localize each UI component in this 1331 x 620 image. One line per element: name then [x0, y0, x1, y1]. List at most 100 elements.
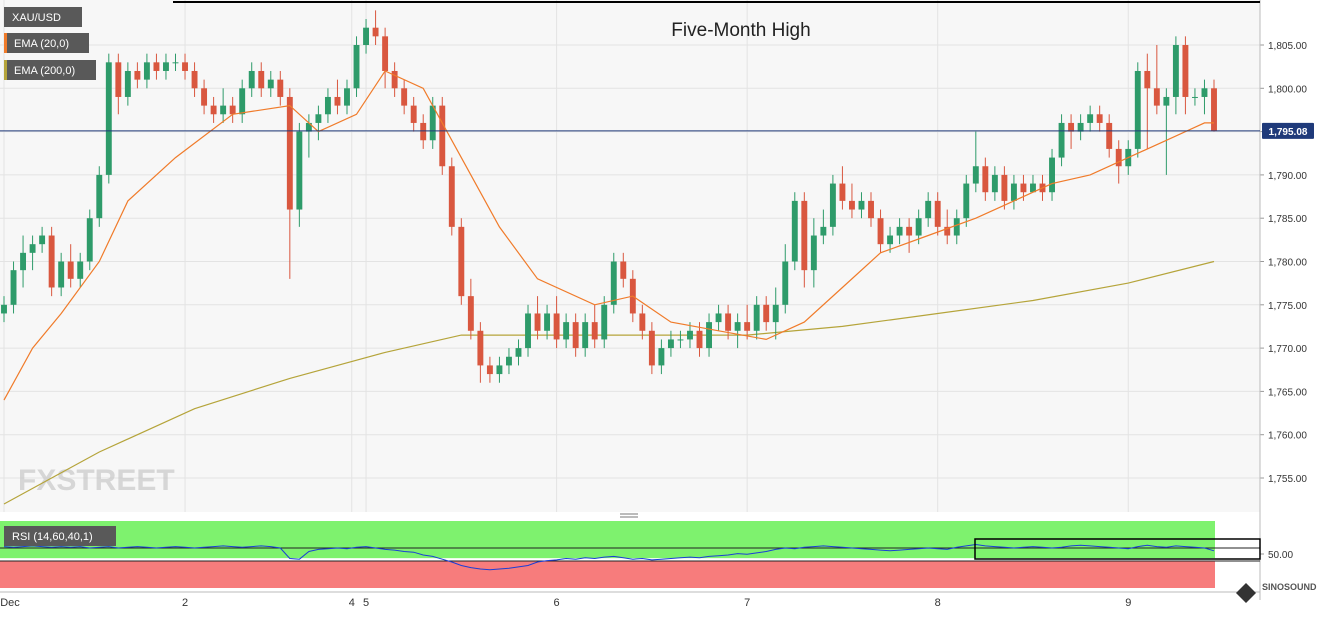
- candle-body: [220, 105, 227, 115]
- candle: [420, 114, 427, 149]
- ema-200-label[interactable]: EMA (200,0): [4, 60, 96, 80]
- candle: [591, 304, 598, 349]
- candle: [1144, 53, 1151, 149]
- pane-splitter[interactable]: [620, 513, 638, 518]
- candle-body: [229, 105, 236, 115]
- candle: [1077, 114, 1084, 141]
- candle-body: [534, 313, 541, 331]
- candle: [534, 296, 541, 340]
- current-price-line: 1,795.08: [0, 122, 1314, 139]
- candle: [182, 53, 188, 80]
- candle-body: [334, 96, 341, 106]
- candle: [401, 79, 408, 115]
- candle: [972, 131, 979, 193]
- candle-body: [944, 226, 951, 236]
- rsi-mid-label: 50.00: [1268, 550, 1293, 561]
- candle: [258, 62, 265, 97]
- candle-body: [991, 174, 998, 193]
- corner-logo: SINOSOUND: [1236, 582, 1317, 603]
- candle: [639, 304, 646, 340]
- symbol-label[interactable]: XAU/USD: [4, 7, 82, 27]
- candle: [448, 157, 455, 236]
- candle: [944, 209, 951, 245]
- candle-body: [486, 365, 493, 375]
- candle-body: [124, 70, 131, 97]
- candle-body: [601, 304, 608, 340]
- candle-body: [868, 200, 874, 219]
- candle: [810, 218, 817, 288]
- y-tick-label: 1,790.00: [1268, 171, 1307, 182]
- candle: [1134, 62, 1141, 158]
- candle-body: [258, 70, 265, 89]
- rsi-line: [3, 543, 1215, 571]
- candle-body: [105, 62, 112, 175]
- ema-20-label[interactable]: EMA (20,0): [4, 33, 89, 53]
- candle: [48, 226, 55, 297]
- candle-body: [477, 330, 484, 366]
- x-tick-label: Dec: [0, 597, 20, 609]
- five-month-high-annotation: Five-Month High: [671, 20, 810, 41]
- candle-body: [715, 313, 722, 323]
- candle-body: [1020, 183, 1027, 193]
- candle: [791, 192, 798, 271]
- candle-body: [734, 322, 741, 331]
- candle-body: [982, 166, 989, 193]
- rsi-label[interactable]: RSI (14,60,40,1): [4, 526, 116, 546]
- candle-body: [572, 322, 579, 349]
- candle-body: [1010, 183, 1017, 201]
- candle: [77, 252, 84, 288]
- y-tick-label: 1,765.00: [1268, 387, 1307, 398]
- candle-body: [925, 200, 932, 219]
- x-tick-label: 7: [744, 597, 750, 609]
- candle-body: [267, 79, 274, 89]
- candle-body: [410, 105, 417, 123]
- candle-body: [1058, 122, 1065, 158]
- candle-body: [48, 235, 55, 288]
- candle: [58, 252, 65, 297]
- candle-body: [1201, 88, 1208, 97]
- candle-body: [439, 105, 446, 167]
- candle-body: [344, 88, 350, 106]
- indicator-labels: XAU/USD EMA (20,0) EMA (200,0): [4, 7, 96, 80]
- candle-body: [887, 235, 894, 245]
- candle: [67, 244, 74, 288]
- candle: [1058, 114, 1065, 167]
- candle-body: [153, 62, 160, 71]
- x-axis: Dec 2 4 5 6 7 8 9: [0, 591, 1260, 609]
- candle: [163, 53, 169, 80]
- candle-body: [96, 174, 103, 219]
- candle-body: [706, 322, 712, 349]
- candle: [10, 261, 17, 314]
- candle-body: [372, 27, 379, 37]
- candle-body: [1001, 174, 1008, 201]
- candle-body: [401, 88, 408, 106]
- price-tag: [1262, 122, 1314, 139]
- candle: [525, 304, 531, 357]
- candle-body: [143, 62, 150, 80]
- candle: [210, 96, 217, 123]
- candle: [29, 235, 36, 271]
- ema-200-label-text: EMA (200,0): [14, 65, 75, 77]
- candle-body: [1087, 114, 1094, 123]
- ema-20-label-bg: [4, 33, 89, 53]
- candle: [801, 192, 808, 288]
- candle: [1068, 114, 1075, 149]
- candle: [143, 53, 150, 89]
- candle-body: [953, 218, 960, 236]
- candle: [296, 122, 303, 227]
- candle-body: [163, 62, 169, 71]
- candle-body: [1153, 88, 1160, 106]
- candle-body: [801, 200, 808, 271]
- candle: [439, 96, 446, 175]
- candle: [563, 313, 570, 349]
- candle-body: [115, 62, 122, 97]
- y-tick-label: 1,760.00: [1268, 431, 1307, 442]
- candle: [458, 218, 465, 305]
- rsi-label-bg: [4, 526, 116, 546]
- candle-body: [934, 200, 941, 227]
- candles: [1, 10, 1217, 383]
- x-tick-label: 4: [349, 597, 355, 609]
- candle-body: [648, 330, 655, 366]
- candle: [572, 313, 579, 357]
